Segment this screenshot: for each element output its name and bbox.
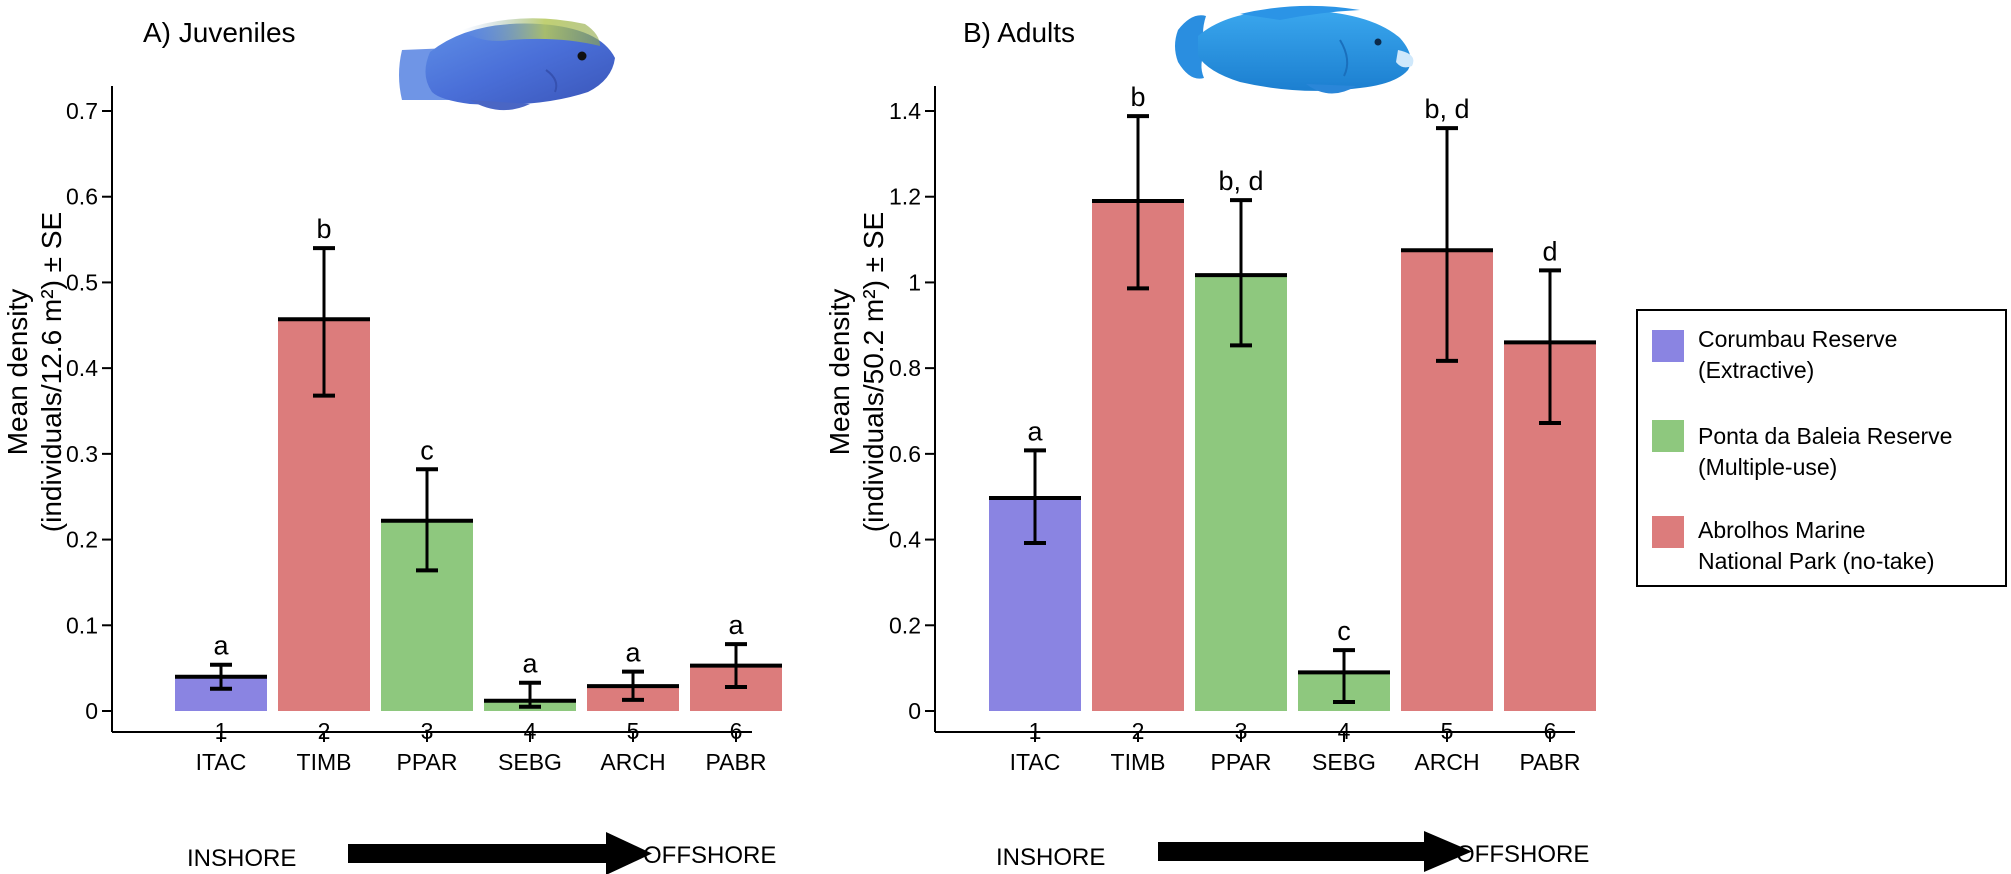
legend-swatch-extractive [1652,330,1684,362]
y-tick-label: 0.4 [66,355,98,381]
category-number: 2 [1132,718,1145,744]
y-tick-label: 0.8 [889,355,921,381]
category-number: 1 [215,718,228,744]
significance-label: b, d [1218,166,1263,196]
significance-label: a [625,638,641,668]
y-tick-label: 0 [85,698,98,724]
legend-swatch-no-take [1652,516,1684,548]
legend-multiple-use-line2: (Multiple-use) [1698,454,1837,480]
significance-label: a [728,610,744,640]
significance-label: b, d [1424,94,1469,124]
category-site: SEBG [498,749,562,775]
category-number: 3 [1235,718,1248,744]
legend-swatch-multiple-use [1652,420,1684,452]
y-tick-label: 0.7 [66,98,98,124]
y-tick-label: 0 [908,698,921,724]
bar-ppar [1195,275,1287,711]
adults-panel: B) Adults 0 0.2 0.4 0.6 0.8 1 1.2 1.4 a b b, d c b,… [824,5,1596,872]
y-tick-label: 1.2 [889,184,921,210]
legend: Corumbau Reserve (Extractive) Ponta da B… [1636,309,2007,587]
category-number: 6 [730,718,743,744]
panel-b-ylabel-line2: (individuals/50.2 m²) ± SE [858,212,889,532]
category-site: SEBG [1312,749,1376,775]
category-site: ARCH [600,749,665,775]
category-site: TIMB [1111,749,1166,775]
category-site: PABR [1520,749,1581,775]
panel-a-inshore-label: INSHORE [187,845,296,872]
category-number: 1 [1029,718,1042,744]
panel-b-direction-arrow-icon [1158,831,1472,872]
significance-label: b [316,214,331,244]
y-tick-label: 0.5 [66,269,98,295]
legend-extractive-line2: (Extractive) [1698,357,1814,383]
panel-b-inshore-label: INSHORE [996,844,1105,871]
significance-label: b [1130,82,1145,112]
juvenile-parrotfish-icon [399,18,615,111]
juveniles-panel: A) Juveniles 0 0.1 0.2 0.3 0.4 0.5 0.6 0.7 a b c a… [2,17,782,874]
category-number: 3 [421,718,434,744]
adult-parrotfish-icon [1175,5,1414,94]
legend-no-take-line2: National Park (no-take) [1698,548,1935,574]
significance-label: a [522,649,538,679]
significance-label: d [1542,236,1557,266]
category-site: ARCH [1414,749,1479,775]
significance-label: a [1027,416,1043,446]
category-number: 6 [1544,718,1557,744]
category-number: 4 [524,718,537,744]
y-tick-label: 0.6 [66,184,98,210]
category-site: TIMB [297,749,352,775]
panel-a-direction-arrow-icon [348,832,652,874]
category-site: ITAC [1010,749,1061,775]
category-number: 4 [1338,718,1351,744]
legend-no-take-line1: Abrolhos Marine [1698,517,1865,543]
significance-label: a [213,631,229,661]
y-tick-label: 0.2 [66,527,98,553]
y-tick-label: 1 [908,269,921,295]
y-tick-label: 0.6 [889,441,921,467]
panel-b-offshore-label: OFFSHORE [1456,841,1589,868]
panel-b-ylabel-line1: Mean density [824,289,855,456]
category-site: PPAR [397,749,458,775]
y-tick-label: 0.3 [66,441,98,467]
y-tick-label: 0.1 [66,612,98,638]
legend-frame [1636,309,2007,587]
legend-multiple-use-line1: Ponta da Baleia Reserve [1698,423,1952,449]
significance-label: c [420,435,434,465]
category-number: 5 [1441,718,1454,744]
panel-b-title: B) Adults [963,17,1075,48]
y-tick-label: 1.4 [889,98,921,124]
category-site: ITAC [196,749,247,775]
legend-extractive-line1: Corumbau Reserve [1698,326,1897,352]
panel-a-offshore-label: OFFSHORE [643,842,776,869]
y-tick-label: 0.4 [889,527,921,553]
y-tick-label: 0.2 [889,612,921,638]
category-number: 5 [627,718,640,744]
panel-a-ylabel-line2: (individuals/12.6 m²) ± SE [36,212,67,532]
category-site: PPAR [1211,749,1272,775]
panel-a-ylabel-line1: Mean density [2,289,33,456]
panel-a-title: A) Juveniles [143,17,296,48]
category-number: 2 [318,718,331,744]
category-site: PABR [706,749,767,775]
significance-label: c [1337,616,1351,646]
